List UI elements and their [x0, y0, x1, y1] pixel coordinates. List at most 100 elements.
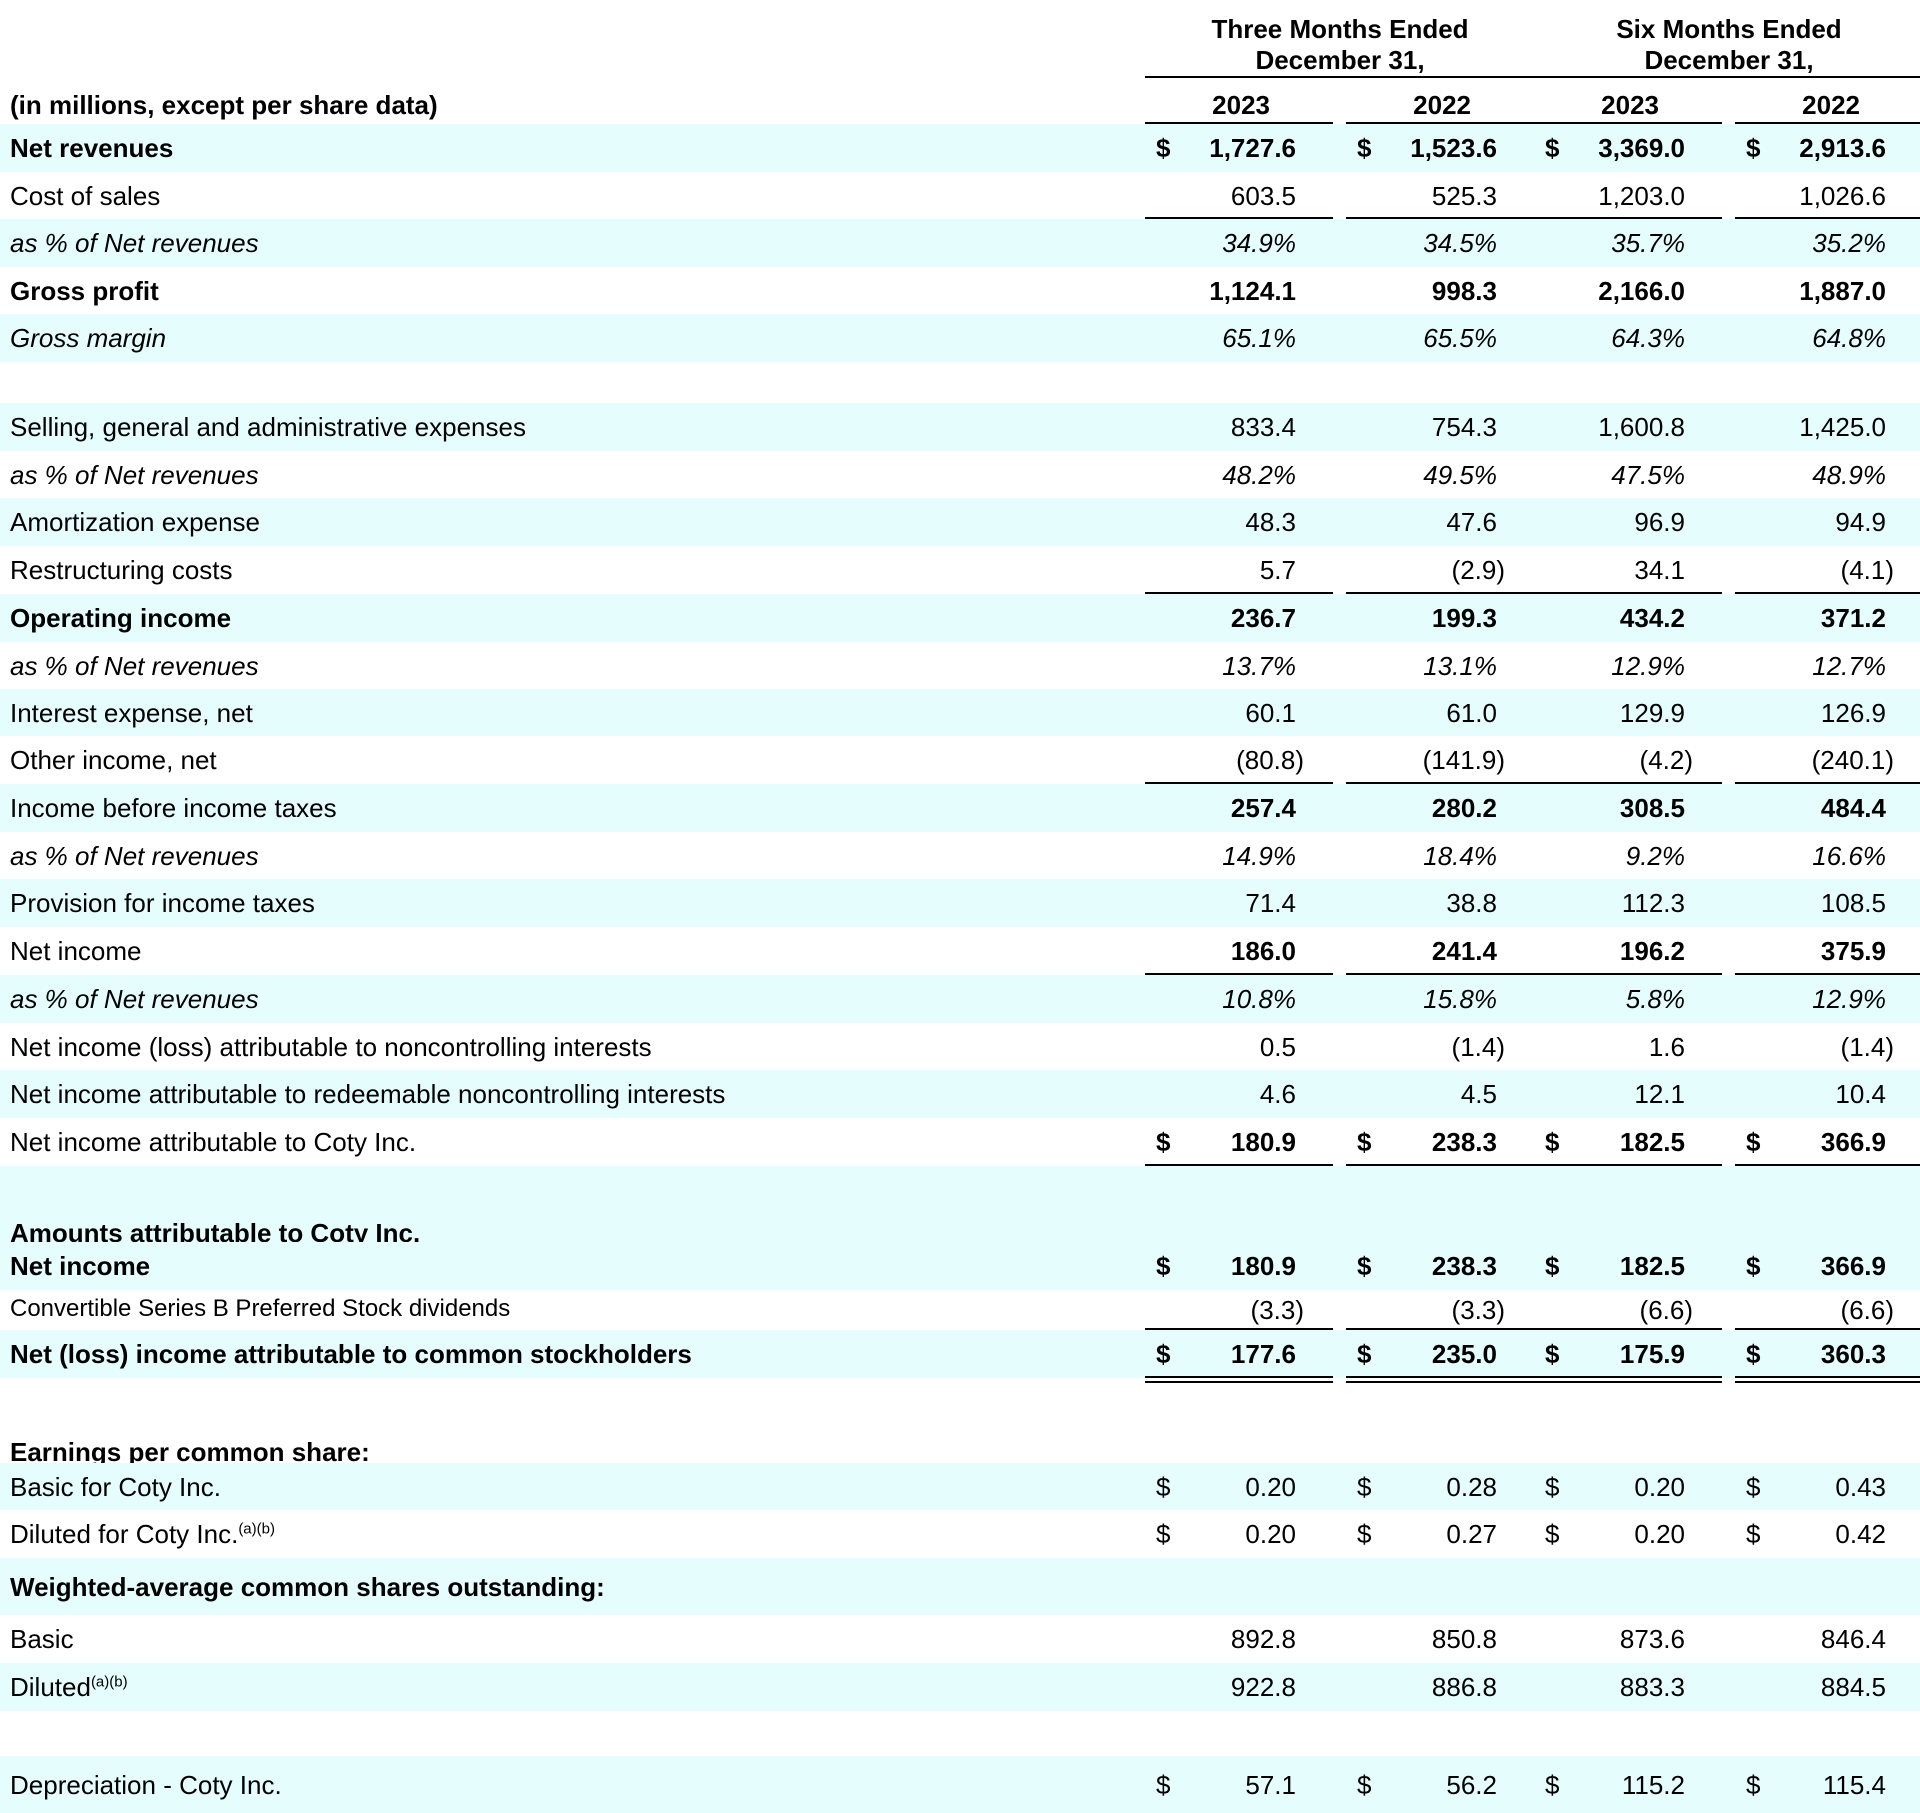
- year-rule-2: [1346, 122, 1534, 125]
- table-row: as % of Net revenues 10.8% 15.8% 5.8% 12.9%: [0, 975, 1920, 1023]
- value-cell: 47.5%: [1611, 459, 1685, 490]
- value-cell: 525.3: [1431, 180, 1497, 211]
- table-row: as % of Net revenues 48.2% 49.5% 47.5% 48.9%: [0, 451, 1920, 498]
- value-cell: 922.8: [1230, 1672, 1296, 1702]
- table-row: Net income $180.9 $238.3 $182.5 $366.9: [0, 1242, 1920, 1290]
- row-label: Net income (loss) attributable to noncon…: [10, 1031, 652, 1062]
- year-rule-3: [1534, 122, 1722, 125]
- double-underline-rule: [1145, 1381, 1333, 1383]
- value-cell: 115.4: [1822, 1769, 1886, 1800]
- table-row: Net income (loss) attributable to noncon…: [0, 1023, 1920, 1070]
- value-cell: 308.5: [1619, 793, 1685, 823]
- value-cell: 366.9: [1820, 1127, 1886, 1157]
- row-label: as % of Net revenues: [10, 650, 259, 681]
- underline-rule: [1534, 592, 1722, 594]
- row-label: Net income: [10, 1251, 151, 1281]
- row-label: Restructuring costs: [10, 555, 233, 585]
- dollar-sign: $: [1746, 1127, 1761, 1157]
- table-row: as % of Net revenues 34.9% 34.5% 35.7% 35.2%: [0, 219, 1920, 267]
- value-cell: 16.6%: [1812, 840, 1886, 871]
- row-label: as % of Net revenues: [10, 459, 259, 490]
- value-cell: (4.1): [1840, 555, 1894, 585]
- table-row: as % of Net revenues 13.7% 13.1% 12.9% 12.7%: [0, 642, 1920, 689]
- spacer-row: [0, 1711, 1920, 1756]
- row-label: Depreciation - Coty Inc.: [10, 1769, 282, 1800]
- value-cell: 12.7%: [1812, 650, 1886, 681]
- underline-rule: [1534, 782, 1722, 784]
- value-cell: (3.3): [1451, 1295, 1505, 1325]
- value-cell: 56.2: [1446, 1769, 1497, 1800]
- header-group-rule: [1145, 76, 1920, 78]
- row-label: Net income attributable to Coty Inc.: [10, 1127, 417, 1157]
- value-cell: 1,425.0: [1799, 412, 1886, 442]
- value-cell: 35.7%: [1611, 228, 1685, 258]
- underline-rule: [1346, 1164, 1534, 1166]
- value-cell: 175.9: [1619, 1339, 1685, 1369]
- year-rule-1: [1145, 122, 1333, 125]
- value-cell: 48.2%: [1222, 459, 1296, 490]
- table-row: Gross profit 1,124.1 998.3 2,166.0 1,887.0: [0, 267, 1920, 314]
- dollar-sign: $: [1746, 1769, 1761, 1800]
- dollar-sign: $: [1357, 1339, 1372, 1369]
- dollar-sign: $: [1156, 1769, 1171, 1800]
- table-row: Net revenues $1,727.6 $1,523.6 $3,369.0 $2,9…: [0, 124, 1920, 172]
- row-label: Basic for Coty Inc.: [10, 1471, 221, 1502]
- table-row: Basic for Coty Inc. $0.20 $0.28 $0.20 $0.43: [0, 1463, 1920, 1510]
- value-cell: 48.3: [1245, 507, 1296, 537]
- table-row: Basic 892.8 850.8 873.6 846.4: [0, 1615, 1920, 1663]
- value-cell: 883.3: [1619, 1672, 1685, 1702]
- dollar-sign: $: [1746, 1251, 1761, 1281]
- value-cell: 1,887.0: [1799, 275, 1886, 306]
- underline-rule: [1346, 592, 1534, 594]
- value-cell: 2,913.6: [1799, 133, 1886, 163]
- value-cell: 9.2%: [1625, 840, 1685, 871]
- value-cell: 34.5%: [1423, 228, 1497, 258]
- table-row: Cost of sales 603.5 525.3 1,203.0 1,026.6: [0, 172, 1920, 219]
- value-cell: 238.3: [1431, 1127, 1497, 1157]
- value-cell: 15.8%: [1423, 984, 1497, 1014]
- year-col-2: 2022: [1413, 90, 1471, 120]
- footnote-marker: (a)(b): [90, 1673, 128, 1691]
- table-row: Gross margin 65.1% 65.5% 64.3% 64.8%: [0, 314, 1920, 362]
- units-caption: (in millions, except per share data): [10, 90, 438, 120]
- value-cell: 257.4: [1230, 793, 1296, 823]
- value-cell: 182.5: [1619, 1251, 1685, 1281]
- value-cell: 1,203.0: [1598, 180, 1685, 211]
- value-cell: 0.28: [1446, 1471, 1497, 1502]
- row-label: Cost of sales: [10, 180, 161, 211]
- underline-rule: [1534, 973, 1722, 975]
- underline-rule: [1145, 1376, 1333, 1378]
- table-row: Net income attributable to redeemable no…: [0, 1070, 1920, 1118]
- dollar-sign: $: [1156, 1471, 1171, 1502]
- value-cell: 34.9%: [1222, 228, 1296, 258]
- dollar-sign: $: [1156, 1519, 1171, 1549]
- value-cell: (4.2): [1639, 745, 1693, 775]
- value-cell: 5.8%: [1625, 984, 1685, 1014]
- row-label: Convertible Series B Preferred Stock div…: [10, 1295, 511, 1322]
- year-rule-4: [1735, 122, 1920, 125]
- value-cell: 371.2: [1820, 603, 1886, 633]
- value-cell: 108.5: [1820, 888, 1886, 918]
- dollar-sign: $: [1545, 1519, 1560, 1549]
- value-cell: (1.4): [1451, 1031, 1505, 1062]
- dollar-sign: $: [1545, 1769, 1560, 1800]
- year-col-1: 2023: [1212, 90, 1270, 120]
- value-cell: 0.42: [1835, 1519, 1886, 1549]
- dollar-sign: $: [1357, 1471, 1372, 1502]
- value-cell: 71.4: [1245, 888, 1296, 918]
- underline-rule: [1346, 217, 1534, 219]
- six-months-header: Six Months Ended December 31,: [1616, 14, 1842, 75]
- value-cell: 10.4: [1835, 1079, 1886, 1109]
- value-cell: 846.4: [1820, 1624, 1886, 1654]
- value-cell: 4.5: [1460, 1079, 1497, 1109]
- dollar-sign: $: [1357, 133, 1372, 163]
- row-label: Interest expense, net: [10, 697, 253, 728]
- value-cell: 1,727.6: [1209, 133, 1296, 163]
- underline-rule: [1735, 217, 1920, 219]
- double-underline-rule: [1534, 1381, 1722, 1383]
- value-cell: 49.5%: [1423, 459, 1497, 490]
- value-cell: 60.1: [1245, 697, 1296, 728]
- dollar-sign: $: [1357, 1251, 1372, 1281]
- row-label: Provision for income taxes: [10, 888, 315, 918]
- value-cell: (6.6): [1840, 1295, 1894, 1325]
